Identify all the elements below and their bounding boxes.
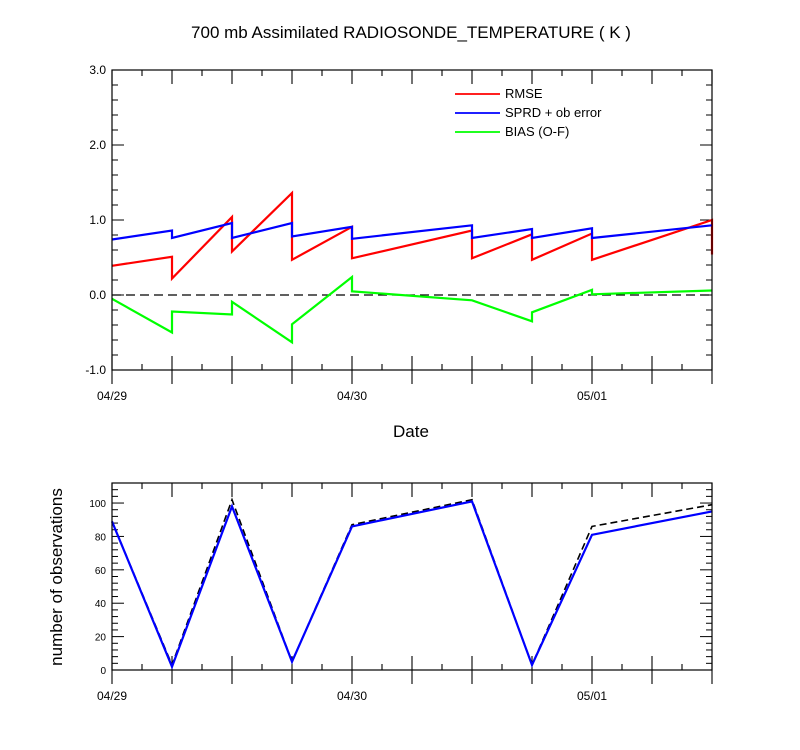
bottom-y-ticks: 0 20 40 60 80 100 — [89, 482, 712, 677]
y-tick-label: 20 — [95, 633, 107, 644]
bottom-y-axis-label: number of observations — [47, 488, 66, 666]
x-tick-label: 04/30 — [337, 389, 367, 403]
legend: RMSE SPRD + ob error BIAS (O-F) — [455, 86, 602, 139]
y-tick-label: 3.0 — [89, 63, 106, 77]
bottom-x-ticks: 04/29 04/30 05/01 — [97, 483, 713, 703]
y-tick-label: 2.0 — [89, 138, 106, 152]
bottom-series-lines — [110, 497, 713, 670]
series-line-1 — [110, 500, 713, 670]
top-x-axis-label: Date — [393, 422, 429, 441]
x-tick-label: 05/01 — [577, 389, 607, 403]
top-panel: 700 mb Assimilated RADIOSONDE_TEMPERATUR… — [85, 23, 714, 441]
top-y-ticks: -1.0 0.0 1.0 2.0 3.0 — [85, 63, 712, 377]
y-tick-label: -1.0 — [85, 363, 106, 377]
series-line-1 — [111, 221, 713, 241]
legend-label-bias: BIAS (O-F) — [505, 124, 569, 139]
y-tick-label: 0.0 — [89, 288, 106, 302]
series-line-0 — [111, 190, 714, 282]
series-line-0 — [111, 497, 713, 668]
y-tick-label: 100 — [89, 499, 106, 510]
top-plot-frame — [111, 69, 713, 371]
legend-label-rmse: RMSE — [505, 86, 543, 101]
bottom-plot-frame — [111, 482, 713, 671]
series-line-2 — [111, 274, 713, 345]
y-tick-label: 0 — [100, 666, 106, 677]
top-series-lines — [111, 190, 714, 345]
top-x-ticks: 04/29 04/30 05/01 — [97, 70, 713, 403]
y-tick-label: 40 — [95, 599, 107, 610]
top-chart-title: 700 mb Assimilated RADIOSONDE_TEMPERATUR… — [191, 23, 631, 42]
x-tick-label: 04/29 — [97, 689, 127, 703]
bottom-panel: 0 20 40 60 80 100 04/29 04/30 05/01 number of o… — [47, 482, 713, 703]
x-tick-label: 04/30 — [337, 689, 367, 703]
x-tick-label: 04/29 — [97, 389, 127, 403]
x-tick-label: 05/01 — [577, 689, 607, 703]
y-tick-label: 80 — [95, 532, 107, 543]
y-tick-label: 1.0 — [89, 213, 106, 227]
y-tick-label: 60 — [95, 566, 107, 577]
legend-label-sprd: SPRD + ob error — [505, 105, 602, 120]
